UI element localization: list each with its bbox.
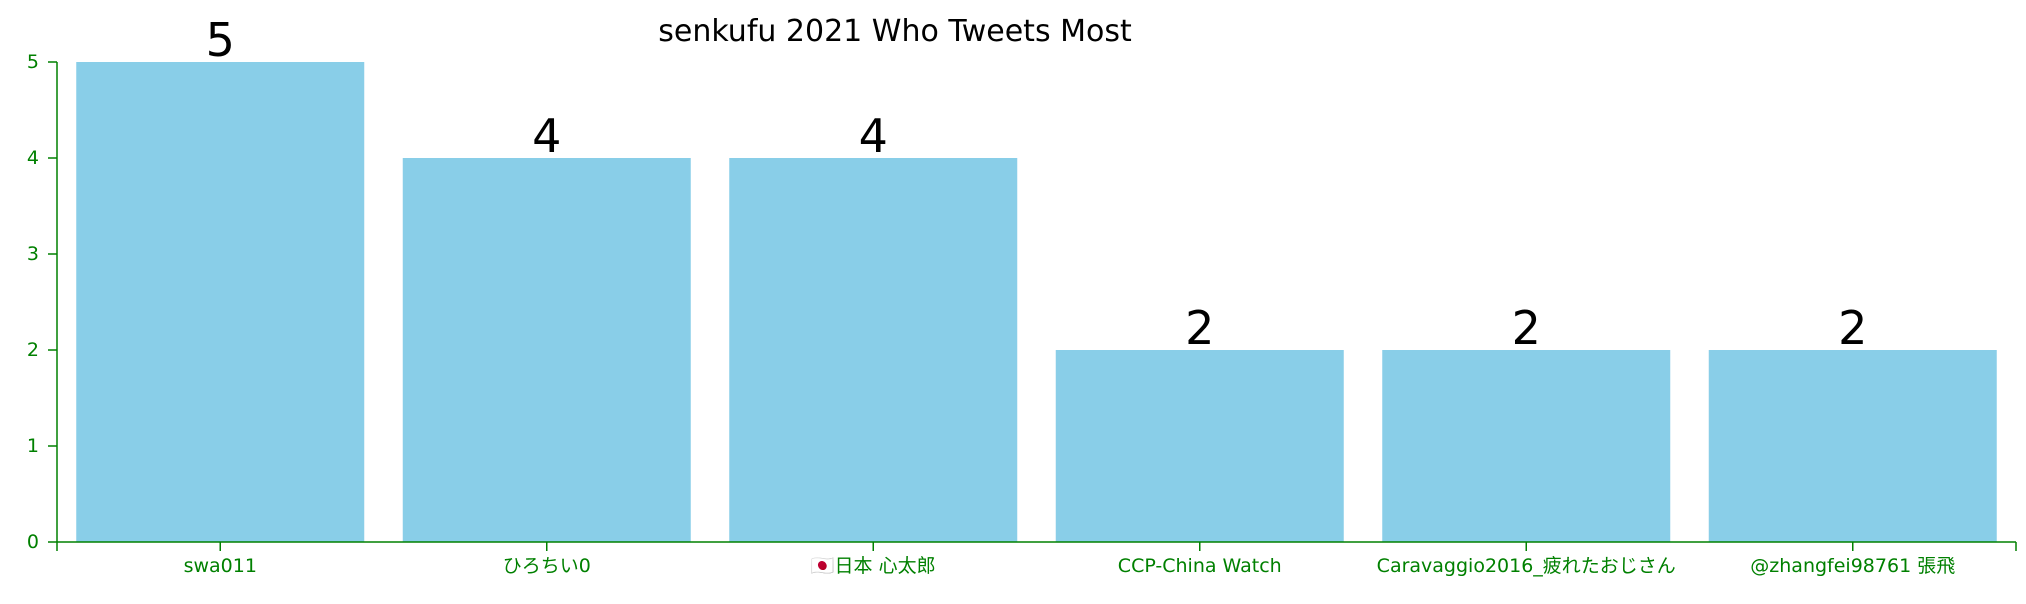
bar (1708, 350, 1997, 542)
x-tick-label: 🇯🇵日本 心太郎 (811, 555, 936, 577)
y-tick-label: 5 (27, 51, 39, 73)
bar-value-label: 2 (1512, 301, 1541, 355)
bar (1382, 350, 1671, 542)
x-tick-label: @zhangfei98761 張飛 (1750, 555, 1955, 577)
bar-value-label: 5 (206, 13, 235, 67)
bar (76, 62, 365, 542)
bar-value-label: 4 (532, 109, 561, 163)
x-tick-label: swa011 (184, 555, 257, 577)
x-axis: swa011 ひろちい0 🇯🇵日本 心太郎 CCP-China Watch Carava… (56, 541, 2017, 577)
x-tick-label: ひろちい0 (503, 555, 591, 577)
y-tick-label: 4 (27, 147, 39, 169)
y-tick-label: 0 (27, 531, 39, 553)
y-tick-label: 1 (27, 435, 39, 457)
bar (729, 158, 1018, 542)
bar-value-label: 4 (859, 109, 888, 163)
bar (1055, 350, 1344, 542)
data-labels-layer: 5 4 4 2 2 2 (206, 13, 1868, 355)
bar-value-label: 2 (1185, 301, 1214, 355)
chart-title: senkufu 2021 Who Tweets Most (658, 14, 1132, 49)
x-tick-label: CCP-China Watch (1118, 555, 1282, 577)
y-axis: 0 1 2 3 4 5 (27, 51, 58, 553)
y-tick-label: 2 (27, 339, 39, 361)
x-tick-label: Caravaggio2016_疲れたおじさん (1377, 555, 1676, 577)
bar-value-label: 2 (1838, 301, 1867, 355)
bar (402, 158, 691, 542)
bars-layer (76, 62, 1997, 542)
y-tick-label: 3 (27, 243, 39, 265)
